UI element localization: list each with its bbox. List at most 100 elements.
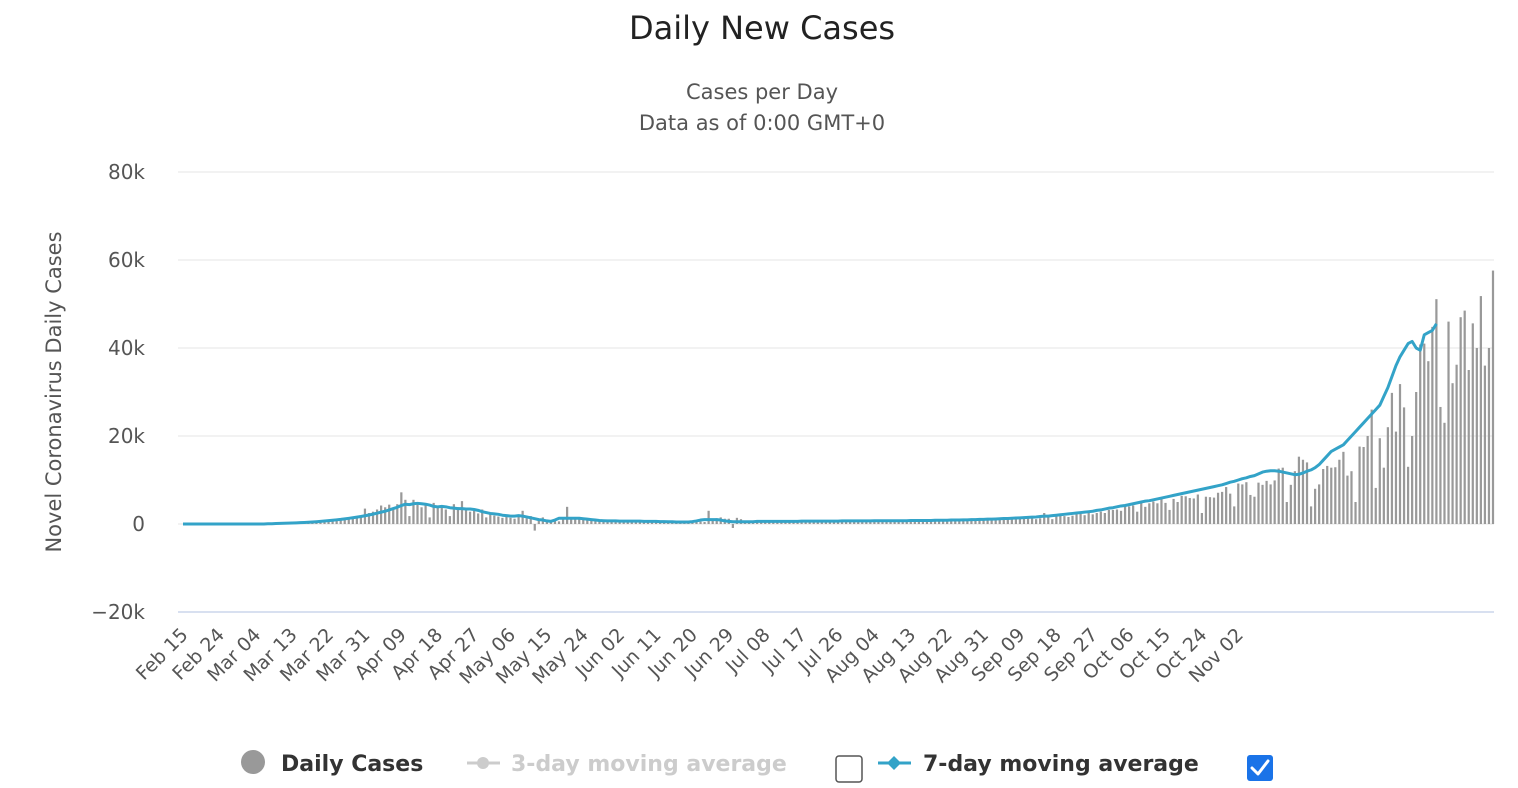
daily-case-bar bbox=[497, 516, 500, 524]
daily-case-bar bbox=[715, 518, 718, 524]
daily-case-bar bbox=[1067, 516, 1070, 524]
daily-case-bar bbox=[1148, 503, 1151, 524]
daily-case-bar bbox=[1334, 467, 1337, 524]
daily-case-bar bbox=[537, 519, 540, 524]
checkbox-7-day-average[interactable] bbox=[1247, 755, 1273, 781]
checkbox-3-day-average[interactable] bbox=[835, 755, 863, 783]
daily-case-bar bbox=[505, 515, 508, 524]
daily-case-bar bbox=[1022, 518, 1026, 524]
daily-case-bar bbox=[1277, 468, 1280, 524]
daily-case-bar bbox=[448, 516, 451, 524]
daily-case-bar bbox=[343, 517, 346, 524]
daily-case-bar bbox=[1491, 270, 1495, 524]
legend-item-7-day-average[interactable]: 7-day moving average bbox=[878, 752, 1199, 777]
daily-case-bar bbox=[1079, 513, 1082, 524]
daily-case-bar bbox=[1459, 317, 1462, 524]
daily-case-bar bbox=[1103, 513, 1106, 524]
daily-case-bar bbox=[1362, 447, 1365, 524]
daily-case-bar bbox=[1123, 505, 1127, 524]
daily-case-bar bbox=[359, 515, 363, 524]
daily-case-bar bbox=[1479, 296, 1482, 524]
daily-case-bar bbox=[424, 504, 427, 524]
daily-case-bar bbox=[1313, 488, 1317, 524]
daily-case-bar bbox=[598, 520, 601, 524]
daily-case-bar bbox=[853, 520, 856, 524]
daily-case-bar bbox=[460, 501, 464, 524]
chart-subtitle: Cases per Day bbox=[686, 80, 838, 104]
daily-case-bar bbox=[428, 517, 431, 524]
checkmark-icon bbox=[1250, 759, 1270, 776]
daily-case-bar bbox=[942, 520, 945, 524]
daily-case-bar bbox=[1301, 459, 1305, 524]
daily-case-bar bbox=[921, 520, 925, 524]
daily-case-bar bbox=[982, 519, 985, 524]
daily-case-bar bbox=[1127, 506, 1131, 524]
daily-case-bar bbox=[1140, 502, 1143, 524]
daily-case-bar bbox=[481, 509, 484, 524]
daily-case-bar bbox=[1156, 503, 1159, 524]
daily-case-bar bbox=[533, 524, 536, 531]
daily-case-bar bbox=[954, 519, 957, 524]
daily-case-bar bbox=[1249, 494, 1252, 524]
daily-case-bar bbox=[1184, 496, 1187, 524]
daily-case-bar bbox=[388, 504, 391, 524]
daily-case-bar bbox=[1051, 519, 1054, 524]
daily-case-bar bbox=[1006, 518, 1009, 524]
daily-case-bar bbox=[1423, 343, 1426, 524]
daily-case-bar bbox=[1035, 519, 1038, 524]
daily-case-bar bbox=[1475, 348, 1478, 524]
daily-case-bar bbox=[909, 520, 912, 524]
daily-case-bar bbox=[1394, 431, 1398, 524]
daily-case-bar bbox=[917, 520, 920, 524]
daily-case-bar bbox=[477, 513, 480, 524]
daily-case-bar bbox=[1269, 484, 1272, 524]
legend-item-3-day-average[interactable]: 3-day moving average bbox=[467, 752, 787, 777]
daily-case-bar bbox=[570, 519, 573, 524]
daily-case-bar bbox=[925, 520, 929, 524]
daily-case-bar bbox=[553, 520, 557, 524]
daily-case-bar bbox=[1467, 370, 1470, 524]
daily-case-bar bbox=[1487, 348, 1491, 524]
daily-case-bar bbox=[901, 520, 904, 524]
daily-case-bar bbox=[1018, 517, 1022, 524]
daily-case-bar bbox=[1196, 494, 1199, 524]
daily-case-bar bbox=[1463, 310, 1466, 524]
daily-case-bar bbox=[1261, 484, 1264, 524]
daily-case-bar bbox=[1451, 383, 1454, 524]
daily-case-bar bbox=[355, 516, 358, 524]
daily-case-bar bbox=[1111, 509, 1115, 524]
daily-case-bar bbox=[844, 520, 848, 524]
daily-case-bar bbox=[444, 509, 447, 524]
daily-case-bar bbox=[913, 520, 916, 524]
daily-case-bar bbox=[440, 505, 443, 524]
daily-case-bar bbox=[1346, 475, 1349, 524]
daily-case-bar bbox=[1293, 471, 1296, 524]
daily-case-bar bbox=[1176, 502, 1179, 524]
daily-case-bar bbox=[1342, 451, 1345, 524]
daily-case-bar bbox=[1002, 519, 1005, 524]
daily-case-bar bbox=[1358, 446, 1361, 524]
daily-case-bar bbox=[1330, 467, 1333, 524]
daily-case-bar bbox=[367, 513, 371, 524]
legend-item-daily-cases[interactable]: Daily Cases bbox=[241, 750, 423, 777]
daily-case-bar bbox=[1318, 484, 1321, 524]
legend-daily-cases-label: Daily Cases bbox=[281, 752, 423, 777]
daily-case-bar bbox=[869, 520, 872, 524]
daily-case-bar bbox=[384, 507, 387, 524]
legend: Daily Cases 3-day moving average 7-day m… bbox=[241, 750, 1273, 783]
daily-case-bar bbox=[517, 515, 520, 524]
daily-case-bar bbox=[1322, 469, 1325, 524]
daily-case-bar bbox=[525, 518, 528, 524]
daily-case-bar bbox=[731, 524, 734, 528]
daily-case-bar bbox=[1010, 518, 1013, 524]
daily-case-bar bbox=[1305, 462, 1309, 524]
y-tick-label: 60k bbox=[108, 248, 145, 272]
daily-case-bar bbox=[1099, 511, 1102, 524]
daily-case-bar bbox=[1273, 480, 1276, 524]
y-axis: −20k 0 20k 40k 60k 80k bbox=[91, 160, 145, 624]
daily-case-bar bbox=[933, 520, 937, 524]
daily-case-bar bbox=[1285, 502, 1288, 524]
daily-case-bar bbox=[1087, 512, 1090, 524]
daily-case-bar bbox=[695, 522, 698, 524]
